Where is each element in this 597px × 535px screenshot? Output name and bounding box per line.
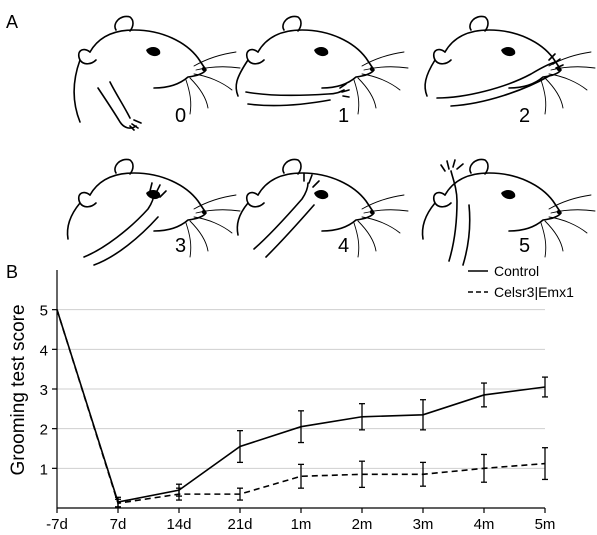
grid-lines <box>57 309 545 469</box>
score-label-2: 2 <box>519 105 530 127</box>
y-tick-label-5: 5 <box>40 303 48 320</box>
rat-illustration-0 <box>73 15 241 131</box>
score-label-3: 3 <box>175 235 186 257</box>
legend: Control Celsr3|Emx1 <box>468 263 574 300</box>
y-tick-label-1: 1 <box>40 461 48 478</box>
rat-illustration-1 <box>235 15 409 115</box>
chart-area: 1 2 3 4 5 -7d 7d 14d 21d 1m 2m 3m 4m 5m Grooming tes… <box>8 270 555 533</box>
x-tick-label-7d: 7d <box>110 516 127 533</box>
x-tick-label-14d: 14d <box>166 516 191 533</box>
score-label-1: 1 <box>338 105 349 127</box>
panel-a-letter: A <box>6 12 18 32</box>
score-label-5: 5 <box>519 235 530 257</box>
series-line-celsr3-emx1 <box>56 309 546 505</box>
legend-label-control: Control <box>494 263 539 279</box>
x-tick-label-4m: 4m <box>474 516 495 533</box>
x-tick-label--7d: -7d <box>46 516 68 533</box>
y-tick-label-4: 4 <box>40 342 48 359</box>
score-label-0: 0 <box>175 105 186 127</box>
score-label-4: 4 <box>338 235 349 257</box>
rat-illustration-3 <box>66 158 241 266</box>
x-tick-label-2m: 2m <box>352 516 373 533</box>
x-tick-label-1m: 1m <box>291 516 312 533</box>
panel-b-letter: B <box>6 262 18 282</box>
y-tick-label-2: 2 <box>40 422 48 439</box>
rat-illustration-4 <box>236 158 409 258</box>
rat-illustration-2 <box>424 15 596 115</box>
y-tick-label-3: 3 <box>40 382 48 399</box>
rat-illustration-5 <box>421 158 596 266</box>
x-tick-label-3m: 3m <box>413 516 434 533</box>
y-axis-title: Grooming test score <box>8 304 29 475</box>
x-tick-label-5m: 5m <box>535 516 556 533</box>
legend-label-celsr3: Celsr3|Emx1 <box>494 284 574 300</box>
x-tick-label-21d: 21d <box>227 516 252 533</box>
